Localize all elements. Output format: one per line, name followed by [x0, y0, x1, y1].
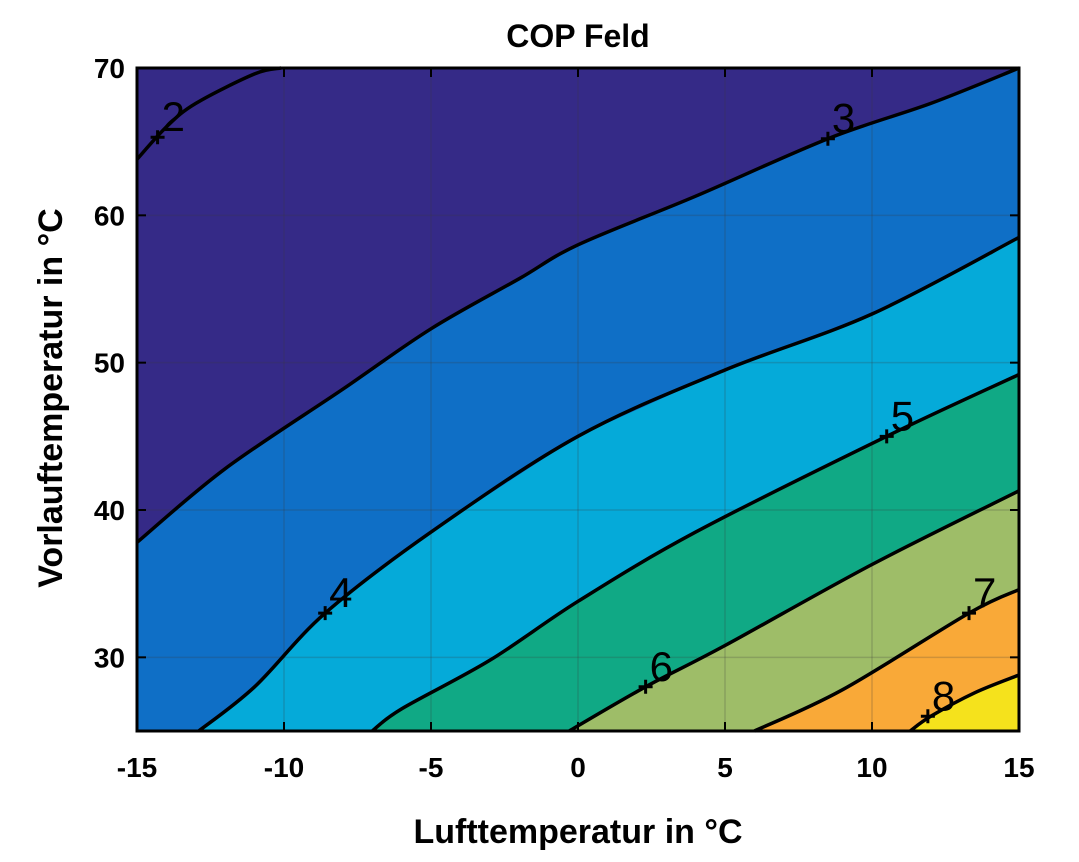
- contour-line-7: [753, 588, 1020, 733]
- contour-marker-7: [962, 606, 977, 621]
- contour-line-8: [909, 673, 1020, 733]
- contour-line-3: [135, 66, 1020, 544]
- x-axis-label: Lufttemperatur in °C: [413, 813, 742, 851]
- y-axis-label: Vorlauftemperatur in °C: [32, 208, 70, 587]
- contour-marker-4: [318, 606, 333, 621]
- contour-marker-3: [820, 131, 835, 146]
- chart-title: COP Feld: [506, 18, 649, 54]
- contour-marker-2: [150, 130, 165, 145]
- y-tick-label: 30: [94, 642, 125, 673]
- contour-marker-5: [879, 429, 894, 444]
- contour-fills: [137, 68, 1019, 731]
- y-axis-ticks: 30 40 50 60 70: [94, 53, 1019, 673]
- contour-marker-6: [638, 679, 653, 694]
- y-tick-label: 50: [94, 348, 125, 379]
- contour-label-4: 4: [329, 569, 352, 616]
- contour-line-4: [197, 235, 1020, 733]
- x-tick-label: -5: [419, 752, 444, 783]
- contour-label-7: 7: [973, 569, 996, 616]
- contour-marker-8: [920, 709, 935, 724]
- contour-label-6: 6: [650, 643, 673, 690]
- x-tick-label: -15: [117, 752, 157, 783]
- x-tick-label: 5: [717, 752, 733, 783]
- contour-lines: [135, 66, 1020, 733]
- x-tick-label: 15: [1003, 752, 1034, 783]
- contour-label-2: 2: [162, 93, 185, 140]
- y-tick-label: 60: [94, 200, 125, 231]
- contour-label-8: 8: [932, 672, 955, 719]
- contour-label-3: 3: [832, 95, 855, 142]
- x-tick-label: 10: [856, 752, 887, 783]
- x-axis-ticks: -15 -10 -5 0 5 10 15: [117, 68, 1035, 783]
- y-tick-label: 40: [94, 495, 125, 526]
- x-tick-label: 0: [570, 752, 586, 783]
- x-tick-label: -10: [264, 752, 304, 783]
- contour-label-5: 5: [891, 392, 914, 439]
- contour-labels: 2 3 4 5 6 7 8: [150, 93, 996, 724]
- contour-line-6: [568, 489, 1020, 733]
- band-fill-above-7: [754, 589, 1019, 731]
- band-fill-above-8: [910, 675, 1019, 731]
- y-tick-label: 70: [94, 53, 125, 84]
- plot-area: 2 3 4 5 6 7 8: [135, 66, 1021, 733]
- contour-line-5: [371, 372, 1020, 733]
